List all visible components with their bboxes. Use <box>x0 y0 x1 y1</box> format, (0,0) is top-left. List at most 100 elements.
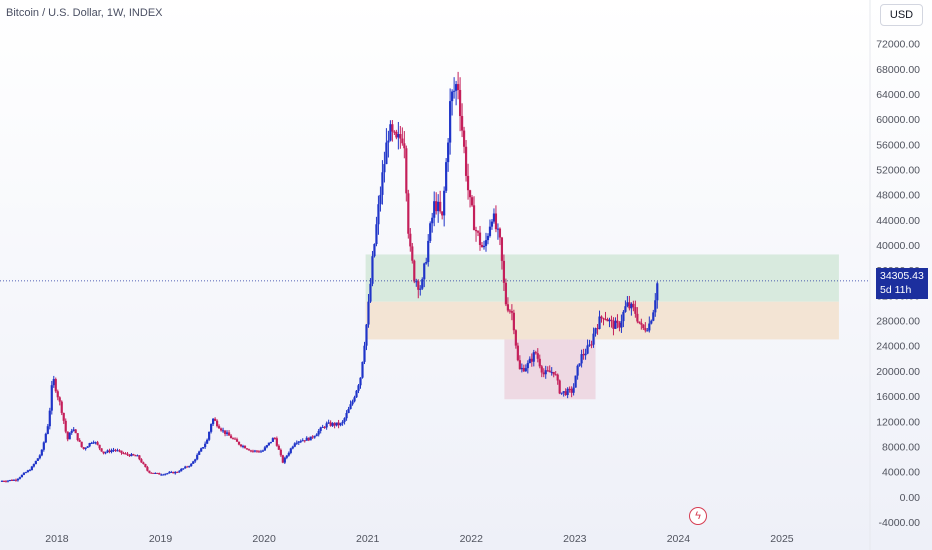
candle <box>484 232 488 252</box>
candle <box>534 350 537 355</box>
candle-body <box>28 470 31 472</box>
candle-body <box>415 281 418 283</box>
candle <box>120 450 123 455</box>
candle-body <box>293 443 296 447</box>
candle-body <box>54 379 57 392</box>
candle-body <box>10 479 14 481</box>
candle-body <box>34 460 37 465</box>
candle <box>568 386 571 393</box>
candle-body <box>604 319 607 321</box>
candle <box>457 71 460 100</box>
candle <box>301 438 304 442</box>
candle <box>176 471 179 473</box>
candle-body <box>251 450 255 452</box>
candle <box>586 339 589 355</box>
candle <box>389 120 392 142</box>
candle-body <box>311 436 314 438</box>
candle <box>190 463 193 467</box>
candle <box>146 465 149 472</box>
candle-body <box>267 442 270 446</box>
candle <box>578 363 581 367</box>
last-price-value: 34305.43 <box>880 270 924 282</box>
candle-body <box>4 481 8 483</box>
candle <box>514 329 517 349</box>
candle <box>108 448 111 454</box>
candle <box>542 368 545 378</box>
candle <box>148 470 151 474</box>
candle-body <box>202 447 205 449</box>
y-tick-label: 20000.00 <box>876 366 920 378</box>
candle-body <box>18 477 22 479</box>
candle-body <box>568 388 571 390</box>
candle <box>102 451 105 455</box>
candle-body <box>449 101 452 143</box>
y-tick-label: 40000.00 <box>876 240 920 252</box>
candle <box>202 446 205 450</box>
candle <box>162 473 165 476</box>
candle-body <box>285 455 288 458</box>
bar-countdown: 5d 11h <box>880 284 912 296</box>
candle-body <box>162 474 165 476</box>
candle <box>255 450 259 453</box>
candle-body <box>130 454 133 457</box>
x-tick-label: 2024 <box>667 533 691 545</box>
candle-body <box>138 455 141 460</box>
candle-body <box>98 444 101 449</box>
candle-body <box>323 426 326 428</box>
candle-body <box>437 201 440 212</box>
candle <box>464 140 468 182</box>
candle <box>223 430 227 437</box>
candle-body <box>646 330 649 332</box>
candle-body <box>305 437 308 441</box>
currency-button[interactable]: USD <box>880 4 923 26</box>
candle <box>572 383 575 396</box>
candle-body <box>538 358 541 367</box>
lightning-bolt-icon[interactable]: ϟ <box>689 507 707 525</box>
candle <box>285 454 288 460</box>
candle-body <box>295 442 298 444</box>
candle <box>369 278 372 303</box>
candle <box>144 463 147 468</box>
candle-body <box>255 450 259 452</box>
candle-body <box>612 320 615 329</box>
candle-body <box>445 162 448 191</box>
candle <box>22 472 26 476</box>
candle <box>329 420 332 427</box>
candle-body <box>554 374 557 376</box>
candle <box>468 189 472 208</box>
candle-body <box>38 455 41 459</box>
candle <box>317 428 320 437</box>
candle-body <box>610 319 613 321</box>
candle-body <box>526 363 529 369</box>
candle-body <box>317 430 320 435</box>
candle-body <box>136 455 139 457</box>
candle-body <box>654 300 657 313</box>
candle <box>429 221 432 243</box>
candle <box>184 465 187 469</box>
candle-body <box>608 319 611 322</box>
candle <box>281 454 284 464</box>
candle-body <box>484 240 488 246</box>
candle-body <box>333 423 336 426</box>
candle <box>638 321 641 325</box>
candle-body <box>628 302 631 309</box>
candle-body <box>474 230 478 232</box>
candle-body <box>443 190 446 216</box>
candle <box>584 348 587 360</box>
candle <box>395 129 398 140</box>
candle <box>112 447 115 453</box>
candle-body <box>486 235 490 241</box>
candle <box>36 458 39 461</box>
candle-body <box>176 471 179 473</box>
candle <box>530 353 533 367</box>
candle <box>387 130 390 158</box>
candle-body <box>552 371 555 375</box>
candle-body <box>239 444 243 447</box>
x-tick-label: 2022 <box>460 533 484 545</box>
candle-body <box>217 426 221 429</box>
candle <box>166 472 169 475</box>
candle-body <box>468 190 472 198</box>
candle-body <box>46 426 49 434</box>
candle-body <box>502 260 506 283</box>
